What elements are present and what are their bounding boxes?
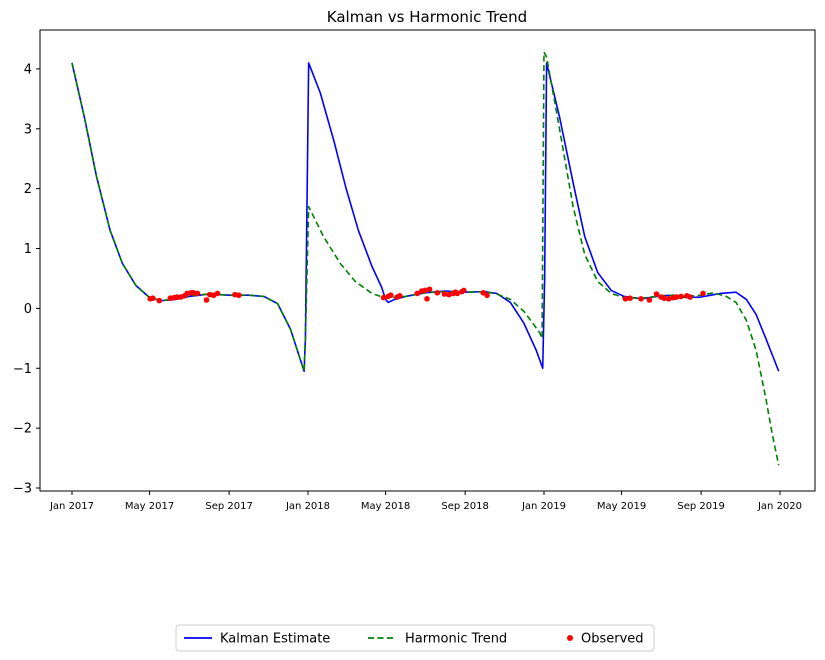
y-tick-label: −3 [13,482,32,497]
x-tick-label: Sep 2017 [205,501,252,512]
legend-harmonic-label: Harmonic Trend [405,632,507,647]
legend: Kalman Estimate Harmonic Trend Observed [175,624,655,652]
observed-point [422,287,428,294]
chart-title: Kalman vs Harmonic Trend [327,8,527,26]
x-tick-label: Jan 2017 [49,501,94,512]
observed-point [426,286,433,293]
observed-point [661,295,668,302]
observed-point [203,297,210,303]
x-tick-label: Jan 2018 [285,501,330,512]
observed-point [434,290,441,296]
observed-point [236,292,242,299]
observed-point [700,290,706,297]
observed-point [678,293,684,300]
observed-point [173,294,180,300]
observed-point [446,291,452,298]
legend-observed-swatch [567,635,573,641]
x-axis: Jan 2017 May 2017 Sep 2017 Jan 2018 May 2018… [49,491,802,512]
y-tick-label: 1 [24,242,32,257]
y-tick-label: 2 [24,182,32,197]
x-tick-label: Sep 2019 [677,501,724,512]
observed-point [484,292,490,299]
y-tick-label: 0 [24,302,32,317]
observed-point [461,287,467,294]
y-tick-label: −1 [13,362,32,377]
y-axis: −3 −2 −1 0 1 2 3 4 [13,62,40,497]
observed-point [687,294,693,300]
observed-point [673,294,680,300]
x-tick-label: Sep 2018 [441,501,488,512]
observed-point [156,297,163,304]
observed-point [380,294,387,301]
x-tick-label: May 2019 [597,501,646,512]
observed-point [441,291,448,297]
legend-box [175,624,655,652]
observed-point [454,290,461,297]
x-tick-label: Jan 2020 [757,501,802,512]
series-line-1 [71,51,780,466]
observed-point [622,296,629,302]
observed-point [414,290,421,297]
observed-point [424,296,430,302]
y-tick-label: 3 [24,122,32,137]
observed-point [627,295,633,302]
series-line-0 [71,62,780,373]
series-layer [71,51,780,466]
y-tick-label: −2 [13,422,32,437]
legend-kalman-label: Kalman Estimate [220,632,330,647]
observed-point [150,295,156,302]
plot-frame [39,29,816,492]
observed-point [214,290,221,297]
observed-point [653,291,660,297]
observed-point [638,296,644,302]
x-tick-label: May 2018 [361,501,410,512]
observed-point [194,290,201,297]
observed-point [646,297,653,303]
y-tick-label: 4 [24,62,32,77]
x-tick-label: Jan 2019 [521,501,566,512]
legend-observed-label: Observed [581,632,644,647]
observed-point [387,292,394,299]
x-tick-label: May 2017 [125,501,174,512]
observed-point [665,296,672,302]
observed-point [397,293,403,299]
plot-area: Jan 2017 May 2017 Sep 2017 Jan 2018 May 2018… [13,29,816,512]
